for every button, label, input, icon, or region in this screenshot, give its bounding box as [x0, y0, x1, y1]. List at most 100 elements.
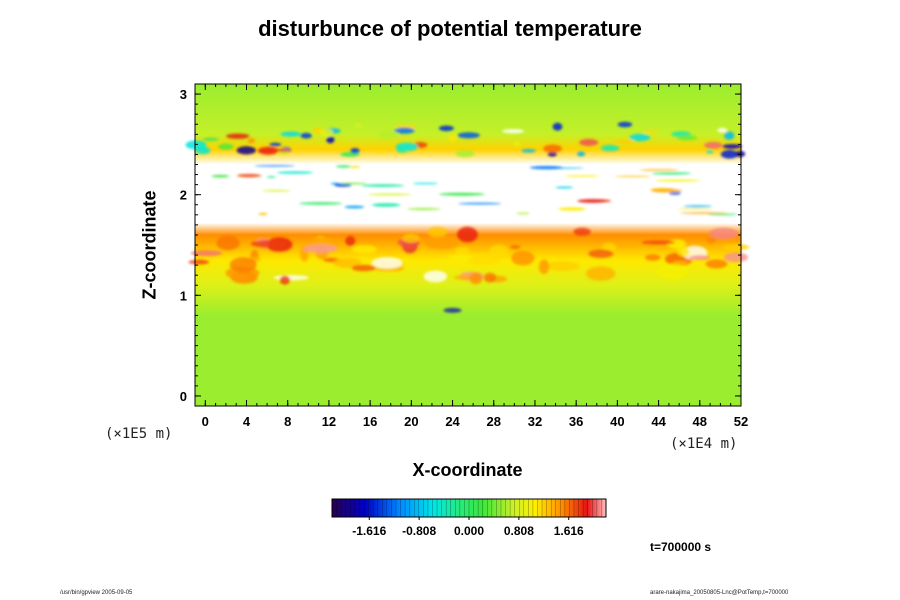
wave-blob: [600, 144, 620, 152]
band-streak: [344, 205, 365, 209]
wave-blob: [706, 149, 714, 154]
x-tick-label: 20: [404, 414, 418, 429]
wave-blob: [577, 151, 586, 157]
turbulence-blob: [273, 275, 309, 281]
x-tick-label: 12: [322, 414, 336, 429]
colorbar-tick-label: -1.616: [352, 524, 386, 538]
wave-blob: [319, 128, 333, 137]
turbulence-blob: [489, 244, 509, 259]
colorbar-tick-label: 0.808: [504, 524, 534, 538]
turbulence-blob: [573, 227, 591, 236]
wave-blob: [448, 134, 457, 142]
wave-blob: [350, 148, 360, 154]
x-tick-label: 52: [734, 414, 748, 429]
turbulence-blob: [188, 259, 209, 265]
turbulence-blob: [586, 266, 616, 281]
wave-blob: [543, 144, 562, 153]
turbulence-blob: [641, 240, 675, 245]
band-streak: [371, 203, 401, 207]
band-streak: [266, 176, 276, 178]
turbulence-blob: [656, 263, 689, 280]
wave-blob: [378, 130, 399, 139]
wave-blob: [226, 133, 250, 139]
wave-blob: [353, 122, 363, 130]
turbulence-blob: [689, 255, 710, 261]
turbulence-blob: [448, 254, 474, 260]
turbulence-blob: [588, 249, 614, 258]
band-streak: [707, 213, 738, 216]
turbulence-blob: [511, 250, 535, 266]
band-streak: [276, 171, 314, 174]
footer-file: arare-nakajima_20050805-Lnc@PotTemp,t=70…: [650, 590, 789, 596]
band-streak: [254, 165, 295, 167]
wave-blob: [717, 127, 728, 133]
y-tick-label: 0: [180, 389, 187, 404]
band-streak: [558, 207, 586, 211]
wave-blob: [300, 132, 313, 139]
turbulence-blob: [216, 235, 240, 251]
turbulence-blob: [250, 240, 286, 248]
wave-blob: [185, 140, 207, 150]
x-tick-label: 8: [284, 414, 291, 429]
band-streak: [299, 202, 343, 205]
wave-blob: [247, 138, 255, 144]
y-tick-label: 2: [180, 188, 187, 203]
band-streak: [361, 184, 405, 187]
band-streak: [555, 186, 574, 189]
wave-blob: [396, 147, 407, 153]
turbulence-blob: [709, 227, 739, 240]
wave-blob: [724, 131, 735, 140]
wave-blob: [457, 132, 480, 139]
wave-blob: [579, 138, 599, 147]
band-streak: [655, 179, 700, 182]
x-tick-label: 16: [363, 414, 377, 429]
band-streak: [651, 189, 683, 193]
x-tick-label: 32: [528, 414, 542, 429]
turbulence-blob: [469, 272, 483, 285]
turbulence-blob: [402, 233, 420, 243]
x-tick-label: 48: [693, 414, 707, 429]
colorbar-tick-label: 1.616: [554, 524, 584, 538]
band-streak: [335, 165, 351, 168]
y-tick-label: 1: [180, 288, 187, 303]
turbulence-blob: [538, 259, 550, 275]
chart-title: disturbunce of potential temperature: [258, 16, 642, 41]
turbulence-blob: [645, 254, 661, 261]
turbulence-blob: [371, 257, 403, 269]
turbulence-blob: [457, 226, 478, 243]
band-streak: [577, 199, 605, 203]
wave-blob: [326, 136, 335, 144]
band-streak: [458, 202, 502, 205]
wave-blob: [218, 143, 234, 150]
wave-blob: [642, 130, 660, 134]
band-streak: [614, 175, 651, 178]
wave-blob: [547, 151, 557, 157]
wave-blob: [236, 146, 256, 155]
turbulence-blob: [333, 257, 362, 268]
turbulence-blob: [614, 241, 639, 248]
wave-blob: [704, 141, 723, 149]
wave-blob: [455, 150, 475, 158]
turbulence-blob: [345, 235, 356, 246]
band-streak: [339, 182, 368, 185]
band-streak: [651, 172, 692, 175]
band-streak: [368, 193, 412, 196]
wave-blob: [376, 149, 386, 153]
wave-blob: [438, 125, 454, 132]
turbulence-blob: [509, 245, 521, 249]
band-streak: [639, 169, 679, 172]
wave-blob: [552, 122, 563, 131]
wave-blob: [258, 146, 279, 155]
band-streak: [237, 174, 262, 178]
y-axis-unit: (×1E5 m): [105, 426, 173, 442]
wave-blob: [394, 127, 415, 134]
band-streak: [439, 192, 485, 196]
turbulence-blob: [190, 250, 223, 257]
wave-blob: [502, 129, 525, 134]
x-tick-label: 44: [651, 414, 666, 429]
turbulence-blob: [676, 246, 690, 257]
y-tick-label: 3: [180, 87, 187, 102]
turbulence-blob: [424, 236, 459, 250]
